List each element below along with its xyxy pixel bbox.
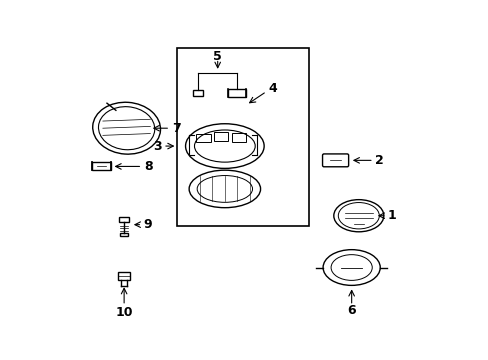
Text: 5: 5 [213, 50, 222, 63]
Bar [120, 233, 128, 237]
Bar [231, 133, 245, 142]
Text: 1: 1 [386, 209, 395, 222]
Bar [118, 272, 130, 280]
Text: 10: 10 [115, 306, 133, 319]
Bar [176, 48, 308, 226]
Bar [196, 134, 210, 143]
Text: 6: 6 [346, 304, 355, 317]
Text: 9: 9 [143, 218, 152, 231]
Text: 2: 2 [374, 154, 383, 167]
Bar [91, 162, 111, 170]
Bar [228, 89, 246, 97]
Bar [192, 90, 203, 96]
Bar [119, 217, 129, 222]
Bar [214, 132, 228, 141]
Text: 3: 3 [153, 140, 162, 153]
Text: 8: 8 [143, 160, 152, 173]
Text: 4: 4 [268, 82, 277, 95]
Text: 7: 7 [171, 122, 180, 135]
